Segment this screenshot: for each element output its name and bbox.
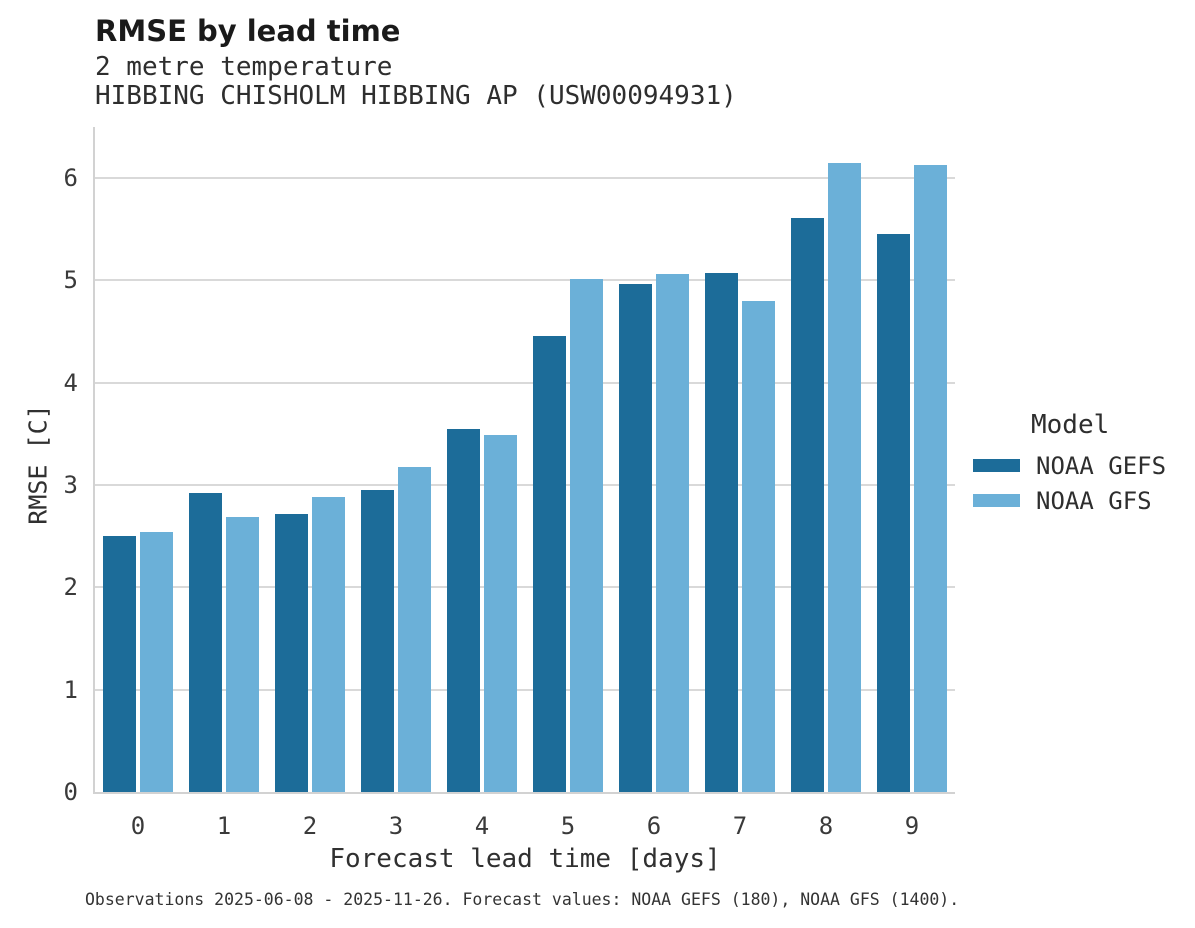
gridline-y-5 xyxy=(95,279,955,282)
gridline-y-3 xyxy=(95,484,955,487)
y-tick-label-6: 6 xyxy=(63,164,78,193)
bar-noaa-gfs-lead-2 xyxy=(312,497,345,792)
y-tick-label-3: 3 xyxy=(63,471,78,500)
bar-noaa-gefs-lead-4 xyxy=(447,428,480,792)
x-tick-label-5: 5 xyxy=(560,812,576,840)
y-tick-label-1: 1 xyxy=(63,675,78,704)
legend-entry-noaa-gefs: NOAA GEFS xyxy=(973,448,1166,483)
x-tick-label-6: 6 xyxy=(646,812,662,840)
y-tick-label-4: 4 xyxy=(63,368,78,397)
bar-noaa-gefs-lead-6 xyxy=(619,283,652,792)
chart-subtitle-station: HIBBING CHISHOLM HIBBING AP (USW00094931… xyxy=(95,81,737,111)
bar-noaa-gfs-lead-1 xyxy=(226,516,259,792)
bar-noaa-gefs-lead-2 xyxy=(275,513,308,792)
x-tick-label-1: 1 xyxy=(216,812,232,840)
bar-noaa-gefs-lead-0 xyxy=(103,536,136,792)
x-tick-label-3: 3 xyxy=(388,812,404,840)
x-tick-label-7: 7 xyxy=(732,812,748,840)
y-tick-label-2: 2 xyxy=(63,573,78,602)
x-tick-label-4: 4 xyxy=(474,812,490,840)
gridline-y-2 xyxy=(95,586,955,589)
x-axis-spine xyxy=(93,792,955,794)
bar-noaa-gfs-lead-6 xyxy=(656,274,689,792)
y-axis-spine xyxy=(93,127,95,792)
bar-noaa-gfs-lead-0 xyxy=(140,532,173,792)
legend-entry-noaa-gfs: NOAA GFS xyxy=(973,483,1166,518)
legend-swatch-icon xyxy=(973,459,1020,472)
x-tick-label-8: 8 xyxy=(818,812,834,840)
x-tick-label-9: 9 xyxy=(904,812,920,840)
bar-noaa-gfs-lead-4 xyxy=(484,434,517,792)
legend-label: NOAA GEFS xyxy=(1036,451,1167,480)
gridline-y-4 xyxy=(95,381,955,384)
gridline-y-6 xyxy=(95,177,955,180)
bar-noaa-gfs-lead-9 xyxy=(914,164,947,792)
caption: Observations 2025-06-08 - 2025-11-26. Fo… xyxy=(85,890,960,909)
chart-title: RMSE by lead time xyxy=(95,14,401,48)
bar-noaa-gefs-lead-8 xyxy=(791,218,824,792)
legend-items: NOAA GEFS NOAA GFS xyxy=(973,448,1166,518)
legend-swatch-icon xyxy=(973,494,1020,507)
gridline-y-1 xyxy=(95,688,955,691)
bar-noaa-gefs-lead-3 xyxy=(361,490,394,792)
legend: Model NOAA GEFS NOAA GFS xyxy=(973,410,1166,518)
y-tick-label-0: 0 xyxy=(63,778,78,806)
bar-noaa-gfs-lead-5 xyxy=(570,279,603,792)
bar-noaa-gefs-lead-7 xyxy=(705,273,738,792)
bar-noaa-gefs-lead-1 xyxy=(189,493,222,792)
legend-label: NOAA GFS xyxy=(1036,486,1152,515)
chart-subtitle-variable: 2 metre temperature xyxy=(95,52,393,82)
x-tick-label-0: 0 xyxy=(130,812,146,840)
plot-area xyxy=(93,127,955,794)
bar-noaa-gefs-lead-9 xyxy=(877,234,910,792)
bar-noaa-gfs-lead-7 xyxy=(742,300,775,792)
bar-noaa-gfs-lead-3 xyxy=(398,466,431,792)
legend-title: Model xyxy=(1031,410,1110,440)
bar-noaa-gefs-lead-5 xyxy=(533,335,566,792)
y-axis-label: RMSE [C] xyxy=(23,404,53,525)
bar-noaa-gfs-lead-8 xyxy=(828,162,861,792)
x-tick-label-2: 2 xyxy=(302,812,318,840)
y-tick-label-5: 5 xyxy=(63,266,78,295)
x-axis-label: Forecast lead time [days] xyxy=(329,844,721,874)
